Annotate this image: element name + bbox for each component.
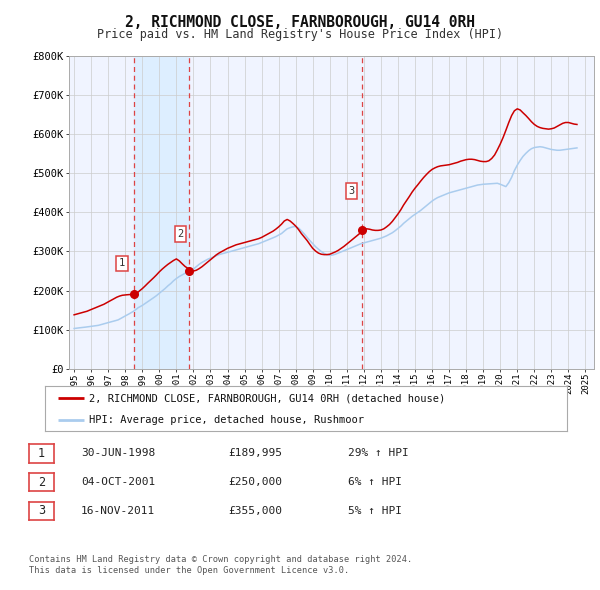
Text: 2: 2 — [38, 476, 45, 489]
Text: 3: 3 — [38, 504, 45, 517]
Text: 2, RICHMOND CLOSE, FARNBOROUGH, GU14 0RH: 2, RICHMOND CLOSE, FARNBOROUGH, GU14 0RH — [125, 15, 475, 30]
Text: 16-NOV-2011: 16-NOV-2011 — [81, 506, 155, 516]
Text: £189,995: £189,995 — [228, 448, 282, 458]
Text: This data is licensed under the Open Government Licence v3.0.: This data is licensed under the Open Gov… — [29, 566, 349, 575]
Text: £355,000: £355,000 — [228, 506, 282, 516]
Text: 2: 2 — [178, 229, 184, 239]
Text: 5% ↑ HPI: 5% ↑ HPI — [348, 506, 402, 516]
Bar — [134, 56, 189, 369]
Text: 1: 1 — [119, 258, 125, 268]
Text: 2, RICHMOND CLOSE, FARNBOROUGH, GU14 0RH (detached house): 2, RICHMOND CLOSE, FARNBOROUGH, GU14 0RH… — [89, 394, 446, 404]
Text: 6% ↑ HPI: 6% ↑ HPI — [348, 477, 402, 487]
Text: 04-OCT-2001: 04-OCT-2001 — [81, 477, 155, 487]
Text: 30-JUN-1998: 30-JUN-1998 — [81, 448, 155, 458]
Text: HPI: Average price, detached house, Rushmoor: HPI: Average price, detached house, Rush… — [89, 415, 364, 425]
Text: 1: 1 — [38, 447, 45, 460]
Text: £250,000: £250,000 — [228, 477, 282, 487]
Text: Price paid vs. HM Land Registry's House Price Index (HPI): Price paid vs. HM Land Registry's House … — [97, 28, 503, 41]
Text: Contains HM Land Registry data © Crown copyright and database right 2024.: Contains HM Land Registry data © Crown c… — [29, 555, 412, 564]
Text: 3: 3 — [349, 186, 355, 196]
Text: 29% ↑ HPI: 29% ↑ HPI — [348, 448, 409, 458]
